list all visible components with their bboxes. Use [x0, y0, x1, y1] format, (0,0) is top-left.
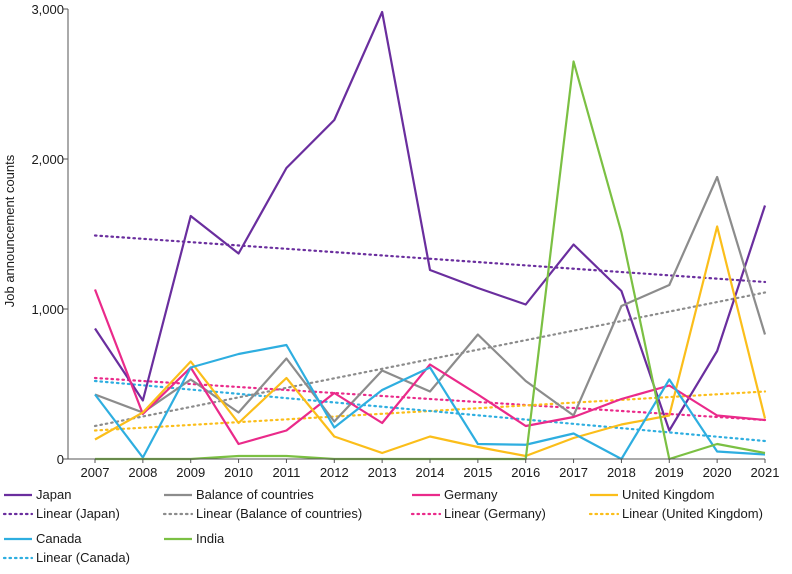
- x-tick-label: 2008: [128, 465, 157, 480]
- legend-item: Canada: [4, 531, 82, 546]
- legend-label: Balance of countries: [196, 487, 314, 502]
- legend-label: Japan: [36, 487, 71, 502]
- y-tick-label: 0: [57, 452, 64, 467]
- legend-label: Linear (Canada): [36, 550, 130, 565]
- x-tick-label: 2018: [607, 465, 636, 480]
- series-line-4: [95, 345, 765, 459]
- x-tick-label: 2016: [511, 465, 540, 480]
- legend-item: Linear (Balance of countries): [164, 506, 362, 521]
- legend-label: Linear (Japan): [36, 506, 120, 521]
- legend-label: Linear (United Kingdom): [622, 506, 763, 521]
- legend-label: Linear (Balance of countries): [196, 506, 362, 521]
- y-tick-label: 1,000: [31, 302, 64, 317]
- x-tick-label: 2020: [703, 465, 732, 480]
- legend-item: United Kingdom: [590, 487, 715, 502]
- legend-item: Linear (Canada): [4, 550, 130, 565]
- legend-label: Canada: [36, 531, 82, 546]
- y-tick-label: 2,000: [31, 152, 64, 167]
- series-layer: [95, 12, 765, 459]
- legend-item: Germany: [412, 487, 498, 502]
- legend-item: Linear (Japan): [4, 506, 120, 521]
- legend-item: Japan: [4, 487, 71, 502]
- legend-label: Linear (Germany): [444, 506, 546, 521]
- x-tick-label: 2014: [416, 465, 445, 480]
- x-tick-label: 2015: [463, 465, 492, 480]
- legend-item: Linear (Germany): [412, 506, 546, 521]
- legend-item: India: [164, 531, 225, 546]
- legend-item: Balance of countries: [164, 487, 314, 502]
- legend-label: United Kingdom: [622, 487, 715, 502]
- x-tick-label: 2010: [224, 465, 253, 480]
- x-tick-label: 2011: [272, 465, 300, 480]
- series-line-3: [95, 227, 765, 457]
- trendline-0: [95, 236, 765, 283]
- legend-label: Germany: [444, 487, 498, 502]
- trendline-1: [95, 293, 765, 427]
- x-tick-label: 2017: [559, 465, 588, 480]
- x-tick-label: 2012: [320, 465, 349, 480]
- x-tick-label: 2021: [751, 465, 780, 480]
- x-tick-label: 2013: [368, 465, 397, 480]
- y-tick-label: 3,000: [31, 2, 64, 17]
- legend-item: Linear (United Kingdom): [590, 506, 763, 521]
- x-tick-label: 2007: [81, 465, 110, 480]
- x-tick-label: 2009: [176, 465, 205, 480]
- legend: Japan Balance of countries Germany United K…: [4, 487, 763, 565]
- y-axis-title: Job announcement counts: [2, 154, 17, 307]
- legend-label: India: [196, 531, 225, 546]
- x-tick-label: 2019: [655, 465, 684, 480]
